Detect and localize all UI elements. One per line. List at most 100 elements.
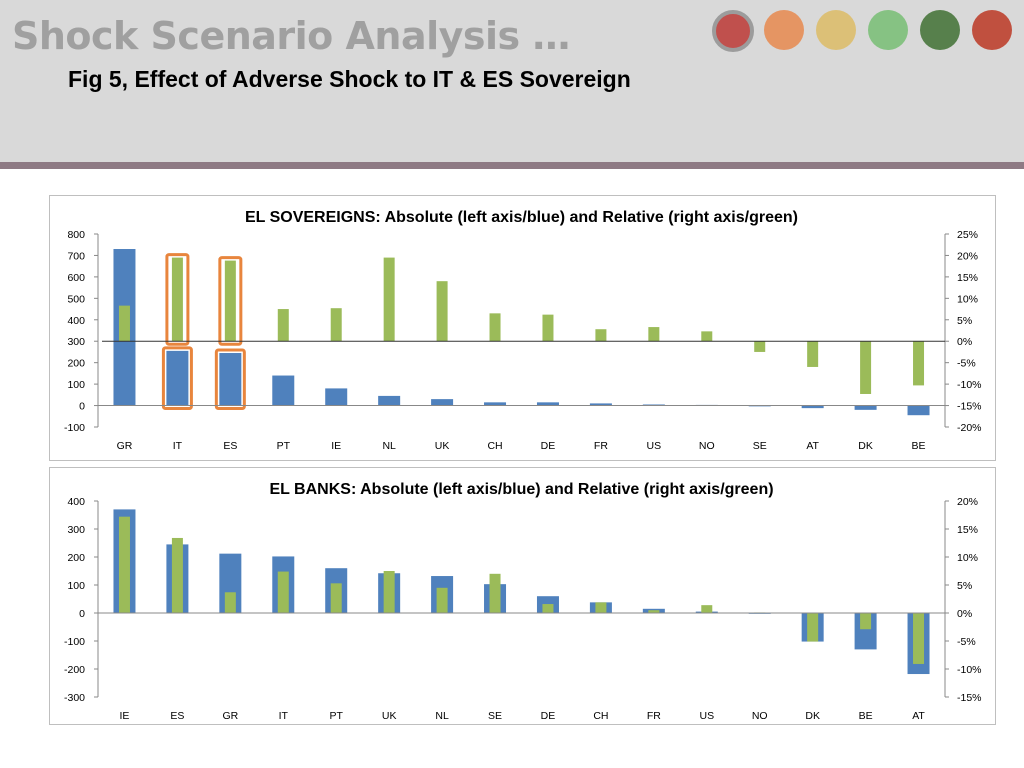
nav-dot-6[interactable]: [972, 10, 1012, 50]
right-tick-label: 5%: [957, 315, 972, 327]
category-label: CH: [487, 440, 502, 452]
category-label: IE: [331, 440, 341, 452]
highlight-box-absolute: [161, 346, 193, 411]
relative-bar: [277, 309, 289, 342]
relative-bar: [118, 516, 130, 613]
nav-dot-1[interactable]: [712, 10, 754, 52]
relative-bar: [118, 305, 130, 342]
absolute-bar: [219, 353, 242, 406]
left-tick-label: -200: [64, 664, 85, 676]
relative-bar: [860, 613, 872, 630]
category-label: DK: [805, 710, 820, 722]
header-divider: [0, 162, 1024, 169]
category-label: AT: [806, 440, 819, 452]
relative-bar: [224, 260, 236, 342]
nav-dot-5[interactable]: [920, 10, 960, 50]
left-tick-label: -100: [64, 636, 85, 648]
category-label: SE: [488, 710, 502, 722]
relative-bar: [648, 610, 660, 613]
left-tick-label: 300: [67, 524, 85, 536]
left-tick-label: -100: [64, 422, 85, 434]
absolute-bar: [431, 399, 454, 406]
absolute-bar: [854, 405, 877, 410]
category-label: BE: [912, 440, 926, 452]
relative-bar: [330, 583, 342, 613]
slide-title: Shock Scenario Analysis …: [12, 14, 570, 58]
category-label: US: [647, 440, 662, 452]
relative-bar: [595, 602, 607, 613]
category-label: NO: [699, 440, 715, 452]
relative-bar: [489, 313, 501, 342]
relative-bar: [383, 571, 395, 613]
left-tick-label: 200: [67, 552, 85, 564]
absolute-bar: [642, 404, 665, 406]
relative-bar: [224, 592, 236, 613]
left-tick-label: 600: [67, 272, 85, 284]
right-tick-label: -5%: [957, 636, 976, 648]
right-tick-label: -20%: [957, 422, 982, 434]
right-tick-label: 0%: [957, 336, 972, 348]
highlight-box-relative: [165, 253, 190, 346]
slide-header: Shock Scenario Analysis … Fig 5, Effect …: [0, 0, 1024, 162]
right-tick-label: 5%: [957, 580, 972, 592]
chart-title: EL SOVEREIGNS: Absolute (left axis/blue)…: [245, 209, 798, 226]
banks-chart-panel: EL BANKS: Absolute (left axis/blue) and …: [49, 467, 996, 725]
right-tick-label: 10%: [957, 293, 978, 305]
right-tick-label: 0%: [957, 608, 972, 620]
relative-bar: [542, 314, 554, 342]
category-label: IT: [173, 440, 183, 452]
nav-dot-4[interactable]: [868, 10, 908, 50]
right-tick-label: -10%: [957, 664, 982, 676]
category-label: NL: [435, 710, 449, 722]
category-label: NL: [382, 440, 396, 452]
relative-bar: [436, 587, 448, 613]
category-label: FR: [594, 440, 608, 452]
relative-bar: [701, 331, 713, 342]
right-tick-label: -15%: [957, 692, 982, 704]
relative-bar: [171, 537, 183, 613]
category-label: ES: [223, 440, 237, 452]
absolute-bar: [484, 402, 507, 406]
category-label: FR: [647, 710, 661, 722]
left-tick-label: 0: [79, 401, 85, 413]
chart-title: EL BANKS: Absolute (left axis/blue) and …: [269, 481, 773, 498]
relative-bar: [277, 571, 289, 613]
nav-dot-2[interactable]: [764, 10, 804, 50]
relative-bar: [330, 308, 342, 342]
category-label: GR: [222, 710, 238, 722]
category-label: US: [699, 710, 714, 722]
relative-bar: [171, 257, 183, 342]
category-label: CH: [593, 710, 608, 722]
category-label: SE: [753, 440, 767, 452]
relative-bar: [913, 613, 925, 664]
left-tick-label: 100: [67, 580, 85, 592]
category-label: IE: [120, 710, 130, 722]
highlight-box-absolute: [214, 348, 246, 411]
left-tick-label: 100: [67, 379, 85, 391]
relative-bar: [913, 341, 925, 386]
relative-bar: [754, 341, 766, 352]
absolute-bar: [589, 403, 612, 406]
relative-bar: [542, 604, 554, 613]
right-tick-label: -10%: [957, 379, 982, 391]
left-tick-label: -300: [64, 692, 85, 704]
sovereigns-chart-panel: EL SOVEREIGNS: Absolute (left axis/blue)…: [49, 195, 996, 461]
relative-bar: [648, 327, 660, 342]
left-tick-label: 300: [67, 336, 85, 348]
category-label: UK: [435, 440, 450, 452]
right-tick-label: 20%: [957, 496, 978, 508]
left-tick-label: 400: [67, 315, 85, 327]
category-label: DE: [541, 440, 556, 452]
category-label: BE: [859, 710, 873, 722]
left-tick-label: 800: [67, 229, 85, 241]
left-tick-label: 500: [67, 293, 85, 305]
category-label: GR: [117, 440, 133, 452]
right-tick-label: 20%: [957, 250, 978, 262]
highlight-box-relative: [218, 256, 243, 346]
relative-bar: [701, 605, 713, 613]
category-label: DE: [541, 710, 556, 722]
nav-dot-3[interactable]: [816, 10, 856, 50]
relative-bar: [860, 341, 872, 394]
category-label: UK: [382, 710, 397, 722]
right-tick-label: 10%: [957, 552, 978, 564]
